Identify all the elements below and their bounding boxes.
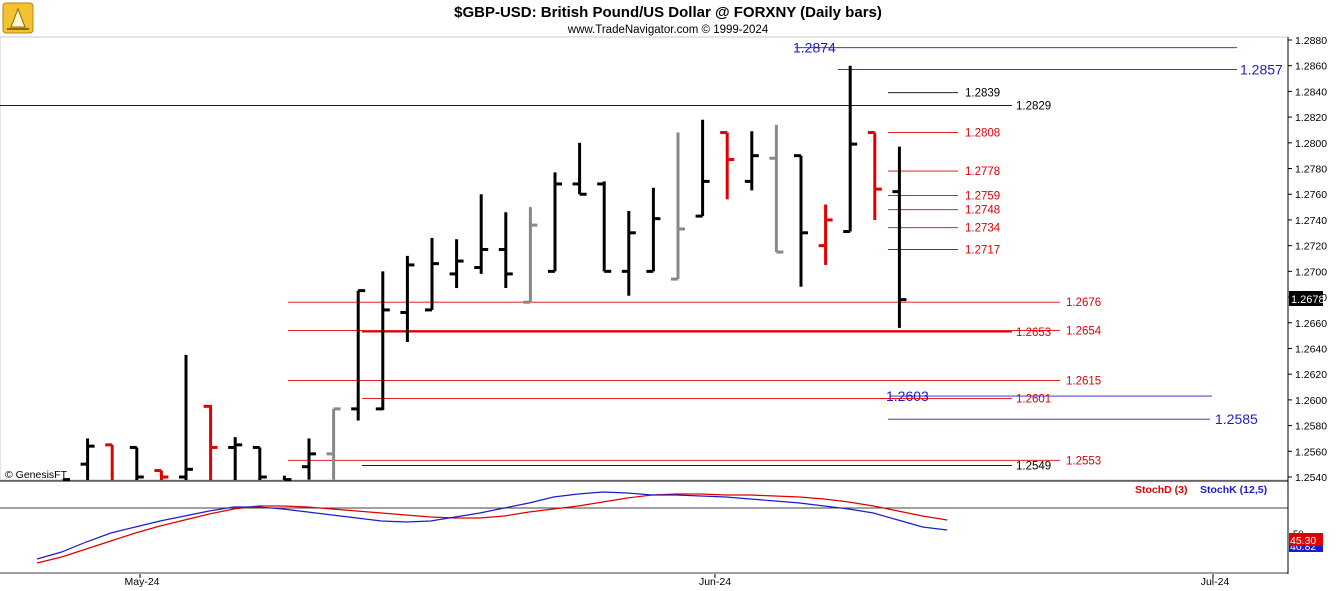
y-tick-label: 1.2660 (1295, 318, 1327, 330)
level-label: 1.2553 (1066, 455, 1101, 467)
y-tick-label: 1.2600 (1295, 395, 1327, 407)
level-label: 1.2839 (965, 88, 1000, 100)
ohlc-bar (671, 132, 685, 281)
ohlc-bar (474, 194, 489, 274)
y-tick-label: 1.2620 (1295, 369, 1327, 381)
ohlc-bar (351, 289, 366, 421)
x-label-jun: Jun-24 (699, 576, 731, 588)
ohlc-bars (61, 65, 907, 482)
watermark: © GenesisFT (5, 469, 68, 481)
ohlc-bar (129, 445, 144, 480)
ohlc-bar (695, 119, 710, 218)
x-axis: May-24 Jun-24 Jul-24 (124, 574, 1229, 588)
last-price-label: 1.2678 (1291, 294, 1325, 306)
level-label: 1.2676 (1066, 297, 1101, 309)
ohlc-bar (794, 154, 808, 287)
ohlc-bar (203, 404, 218, 480)
legend-stoch-k: StochK (12,5) (1200, 484, 1267, 496)
ohlc-bar (80, 438, 95, 480)
x-label-jul: Jul-24 (1201, 576, 1230, 588)
stoch-d-line (36, 493, 948, 564)
ohlc-bar (548, 172, 562, 273)
last-price-box: 1.2678 (1289, 291, 1325, 306)
level-label: 1.2857 (1240, 62, 1283, 78)
chart-title: $GBP-USD: British Pound/US Dollar @ FORX… (454, 4, 882, 21)
level-label: 1.2654 (1066, 325, 1102, 337)
ohlc-bar (818, 204, 833, 265)
ohlc-bar (769, 124, 784, 254)
ohlc-bar (282, 475, 292, 482)
ohlc-bar (843, 65, 858, 234)
y-tick-label: 1.2880 (1295, 35, 1327, 47)
level-label: 1.2601 (1016, 394, 1051, 406)
ohlc-bar (154, 469, 169, 480)
level-label: 1.2549 (1016, 460, 1051, 472)
ohlc-bar (720, 131, 735, 200)
ohlc-bar (867, 131, 882, 220)
level-label: 1.2653 (1016, 327, 1051, 339)
ohlc-bar (572, 142, 587, 196)
y-tick-label: 1.2860 (1295, 61, 1327, 73)
ohlc-bar (228, 437, 243, 480)
ohlc-bar (621, 210, 636, 296)
ohlc-bar (646, 187, 661, 273)
level-label: 1.2615 (1066, 376, 1101, 388)
y-tick-label: 1.2560 (1295, 446, 1327, 458)
y-tick-label: 1.2540 (1295, 472, 1327, 484)
y-tick-label: 1.2820 (1295, 112, 1327, 124)
y-tick-label: 1.2840 (1295, 86, 1327, 98)
stoch-k-line (36, 491, 948, 560)
y-tick-label: 1.2720 (1295, 241, 1327, 253)
level-label: 1.2778 (965, 166, 1000, 178)
ohlc-bar (326, 407, 341, 480)
ohlc-bar (498, 212, 513, 289)
stoch-d-last-box (1289, 533, 1323, 546)
ohlc-bar (523, 207, 538, 304)
ohlc-bar (400, 255, 415, 343)
y-tick-label: 1.2780 (1295, 164, 1327, 176)
ohlc-bar (302, 438, 316, 480)
level-label: 1.2603 (886, 388, 929, 404)
y-tick-label: 1.2700 (1295, 266, 1327, 278)
ohlc-bar (179, 354, 193, 480)
ohlc-bar (105, 443, 114, 480)
header: $GBP-USD: British Pound/US Dollar @ FORX… (2, 2, 882, 36)
level-label: 1.2759 (965, 191, 1000, 203)
y-tick-label: 1.2580 (1295, 421, 1327, 433)
level-label: 1.2874 (793, 40, 836, 56)
ohlc-bar (252, 445, 267, 480)
chart-subtitle: www.TradeNavigator.com © 1999-2024 (567, 24, 769, 36)
ohlc-bar (744, 131, 759, 191)
stochastic-panel: StochD (3) StochK (12,5) 50 40.82 45.30 (0, 484, 1323, 574)
ohlc-bar (425, 237, 439, 312)
ohlc-bar (375, 271, 390, 411)
level-label: 1.2829 (1016, 101, 1051, 113)
level-label: 1.2748 (965, 205, 1000, 217)
level-label: 1.2717 (965, 245, 1000, 257)
ohlc-bar (449, 239, 464, 289)
y-tick-label: 1.2800 (1295, 138, 1327, 150)
x-label-may: May-24 (124, 576, 159, 588)
level-label: 1.2734 (965, 223, 1001, 235)
level-label: 1.2585 (1215, 411, 1258, 427)
y-tick-label: 1.2760 (1295, 189, 1327, 201)
logo-icon (2, 2, 34, 34)
y-tick-label: 1.2740 (1295, 215, 1327, 227)
stoch-d-last: 45.30 (1290, 535, 1316, 547)
y-axis-ticks: 1.2880 1.2860 1.2840 1.2820 1.2800 1.2780 1.27… (1288, 35, 1327, 484)
legend-stoch-d: StochD (3) (1135, 484, 1188, 496)
ohlc-bar (597, 181, 612, 273)
ohlc-bar (892, 146, 907, 328)
price-levels: 1.2874 1.2857 1.2839 1.2829 1.2808 1.2778 1.27… (0, 40, 1283, 472)
y-tick-label: 1.2640 (1295, 343, 1327, 355)
level-label: 1.2808 (965, 128, 1000, 140)
